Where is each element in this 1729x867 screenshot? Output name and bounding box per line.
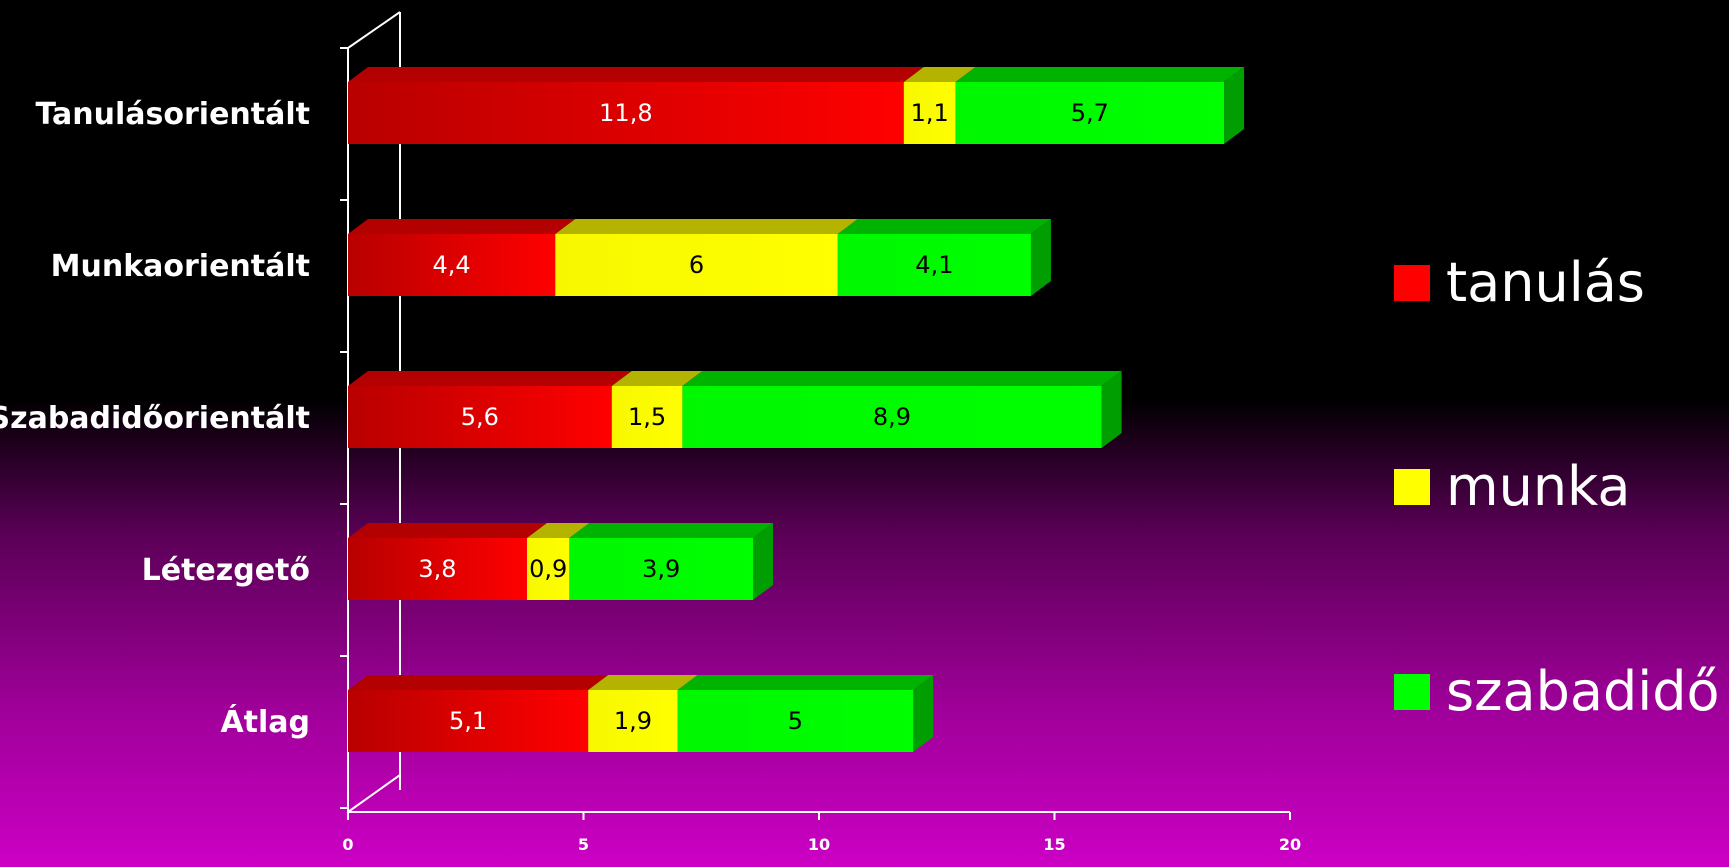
data-label: 11,8 bbox=[599, 99, 652, 127]
legend-label: szabadidő bbox=[1446, 660, 1720, 723]
bar-segment bbox=[526, 538, 570, 600]
bar-segment bbox=[837, 234, 1031, 296]
x-tick-label: 15 bbox=[1043, 835, 1065, 854]
bar-top-face bbox=[348, 67, 924, 82]
bar-segment bbox=[348, 82, 904, 144]
bar-top-face bbox=[677, 675, 934, 690]
data-label: 1,9 bbox=[614, 707, 652, 735]
bar-top-face bbox=[526, 523, 590, 538]
data-label: 1,1 bbox=[911, 99, 949, 127]
bar-side-face bbox=[1030, 219, 1051, 296]
bar-group: Átlag 5,1 1,9 5 bbox=[220, 675, 934, 752]
bar-top-face bbox=[348, 523, 547, 538]
bar-segment bbox=[348, 690, 589, 752]
bar-segment bbox=[903, 82, 956, 144]
data-label: 5 bbox=[788, 707, 803, 735]
legend-swatch bbox=[1394, 265, 1430, 301]
bar-top-face bbox=[348, 675, 609, 690]
category-label: Létezgető bbox=[142, 553, 310, 588]
bar-group: Szabadidőorientált 5,6 1,5 8,9 bbox=[0, 371, 1122, 448]
data-label: 5,6 bbox=[461, 403, 499, 431]
bar-segment bbox=[588, 690, 678, 752]
data-label: 3,9 bbox=[642, 555, 680, 583]
legend: tanulás munka szabadidő bbox=[1394, 251, 1720, 723]
bar-segment bbox=[611, 386, 683, 448]
bar-segment bbox=[682, 386, 1102, 448]
bar-segment bbox=[677, 690, 914, 752]
bar-segment bbox=[555, 234, 838, 296]
category-label: Átlag bbox=[220, 704, 310, 740]
legend-item: tanulás bbox=[1394, 251, 1645, 314]
data-label: 1,5 bbox=[628, 403, 666, 431]
bar-group: Létezgető 3,8 0,9 3,9 bbox=[142, 523, 774, 600]
legend-item: szabadidő bbox=[1394, 660, 1720, 723]
data-label: 4,1 bbox=[915, 251, 953, 279]
bar-segment bbox=[569, 538, 754, 600]
legend-item: munka bbox=[1394, 455, 1630, 518]
data-label: 0,9 bbox=[529, 555, 567, 583]
data-label: 8,9 bbox=[873, 403, 911, 431]
bar-top-face bbox=[955, 67, 1245, 82]
bar-top-face bbox=[569, 523, 774, 538]
x-tick-label: 10 bbox=[808, 835, 830, 854]
bar-top-face bbox=[682, 371, 1122, 386]
bar-top-face bbox=[588, 675, 698, 690]
data-label: 4,4 bbox=[433, 251, 471, 279]
legend-label: munka bbox=[1446, 455, 1630, 518]
bar-segment bbox=[348, 234, 556, 296]
bar-top-face bbox=[348, 371, 632, 386]
bar-segment bbox=[955, 82, 1225, 144]
x-tick-label: 0 bbox=[342, 835, 353, 854]
axis-top-diagonal bbox=[347, 11, 401, 49]
bars: Tanulásorientált 11,8 1,1 5,7 Munkaorientált… bbox=[0, 67, 1245, 752]
bar-side-face bbox=[913, 675, 934, 752]
bar-side-face bbox=[1101, 371, 1122, 448]
legend-swatch bbox=[1394, 674, 1430, 710]
bar-side-face bbox=[1224, 67, 1245, 144]
bar-top-face bbox=[611, 371, 703, 386]
bar-segment bbox=[348, 386, 612, 448]
data-label: 5,7 bbox=[1071, 99, 1109, 127]
bar-top-face bbox=[555, 219, 858, 234]
axis-bottom-diagonal bbox=[347, 774, 401, 813]
category-label: Munkaorientált bbox=[51, 249, 310, 284]
bar-group: Tanulásorientált 11,8 1,1 5,7 bbox=[35, 67, 1245, 144]
x-tick-label: 20 bbox=[1279, 835, 1301, 854]
category-label: Tanulásorientált bbox=[35, 97, 310, 132]
data-label: 6 bbox=[689, 251, 704, 279]
data-label: 3,8 bbox=[418, 555, 456, 583]
bar-top-face bbox=[903, 67, 976, 82]
bar-segment bbox=[348, 538, 527, 600]
x-tick-label: 5 bbox=[578, 835, 589, 854]
legend-label: tanulás bbox=[1446, 251, 1645, 314]
bar-top-face bbox=[348, 219, 576, 234]
legend-swatch bbox=[1394, 469, 1430, 505]
category-label: Szabadidőorientált bbox=[0, 401, 310, 436]
data-label: 5,1 bbox=[449, 707, 487, 735]
bar-side-face bbox=[753, 523, 774, 600]
bar-group: Munkaorientált 4,4 6 4,1 bbox=[51, 219, 1051, 296]
bar-top-face bbox=[837, 219, 1051, 234]
